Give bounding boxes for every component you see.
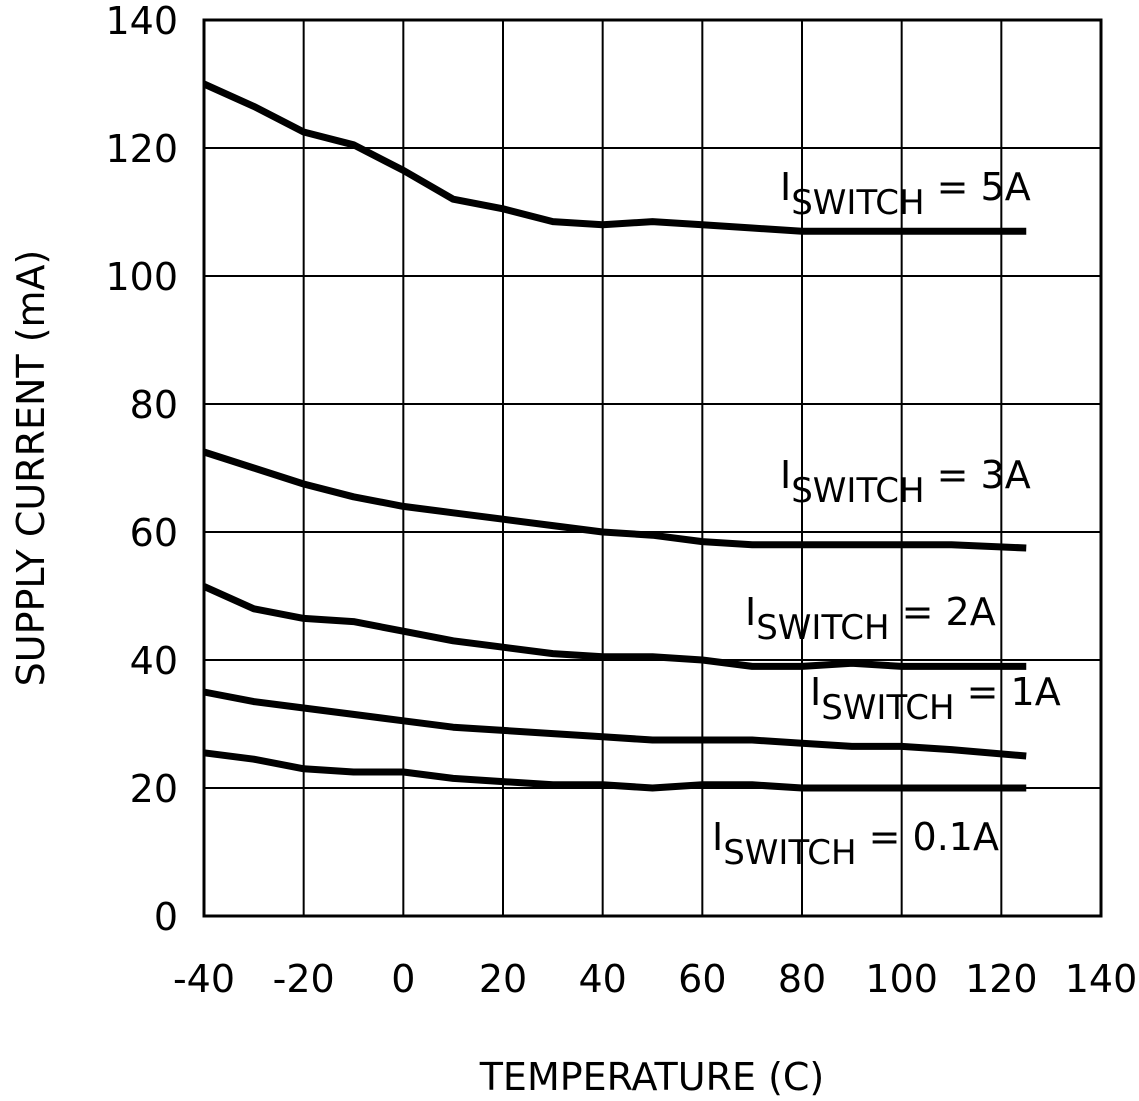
- line: [202, 448, 1027, 552]
- series-label-sub: SWITCH: [723, 833, 856, 873]
- x-tick-label: 20: [479, 957, 527, 1001]
- series-label-main: I: [810, 670, 821, 714]
- series-label-main: I: [780, 453, 791, 497]
- x-tick-label: 120: [965, 957, 1038, 1001]
- line: [202, 583, 1027, 670]
- series-label: ISWITCH = 1A: [810, 670, 1061, 728]
- series-label-suffix: = 5A: [925, 165, 1031, 209]
- series-label-suffix: = 1A: [955, 670, 1061, 714]
- y-tick-label: 140: [105, 0, 178, 43]
- series-label-main: I: [712, 815, 723, 859]
- x-tick-label: 0: [391, 957, 415, 1001]
- series-label-main: I: [780, 165, 791, 209]
- x-axis-title: TEMPERATURE (C): [479, 1055, 825, 1099]
- y-tick-label: 120: [105, 127, 178, 171]
- line: [202, 80, 1027, 235]
- y-tick-label: 20: [130, 767, 178, 811]
- y-tick-label: 60: [130, 511, 178, 555]
- series-label-sub: SWITCH: [791, 183, 924, 223]
- x-tick-label: 40: [578, 957, 626, 1001]
- series-label-suffix: = 0.1A: [857, 815, 999, 859]
- series-label: ISWITCH = 2A: [745, 590, 996, 648]
- y-tick-label: 0: [154, 895, 178, 939]
- series-label: ISWITCH = 0.1A: [712, 815, 999, 873]
- series-label-sub: SWITCH: [791, 471, 924, 511]
- x-tick-label: -20: [273, 957, 335, 1001]
- series-label-sub: SWITCH: [756, 608, 889, 648]
- line: [203, 749, 1027, 792]
- x-tick-label: 140: [1065, 957, 1138, 1001]
- y-axis-title: SUPPLY CURRENT (mA): [9, 250, 53, 687]
- x-tick-label: 60: [678, 957, 726, 1001]
- series-label: ISWITCH = 3A: [780, 453, 1031, 511]
- x-tick-label: 100: [865, 957, 938, 1001]
- line: [203, 688, 1027, 760]
- series-label: ISWITCH = 5A: [780, 165, 1031, 223]
- series-label-suffix: = 3A: [925, 453, 1031, 497]
- series-label-sub: SWITCH: [821, 688, 954, 728]
- x-tick-label: 80: [778, 957, 826, 1001]
- series-label-suffix: = 2A: [890, 590, 996, 634]
- series-label-main: I: [745, 590, 756, 634]
- plot-frame: [202, 18, 1103, 918]
- y-tick-label: 40: [130, 639, 178, 683]
- y-tick-label: 100: [105, 255, 178, 299]
- y-tick-label: 80: [130, 383, 178, 427]
- x-tick-label: -40: [173, 957, 235, 1001]
